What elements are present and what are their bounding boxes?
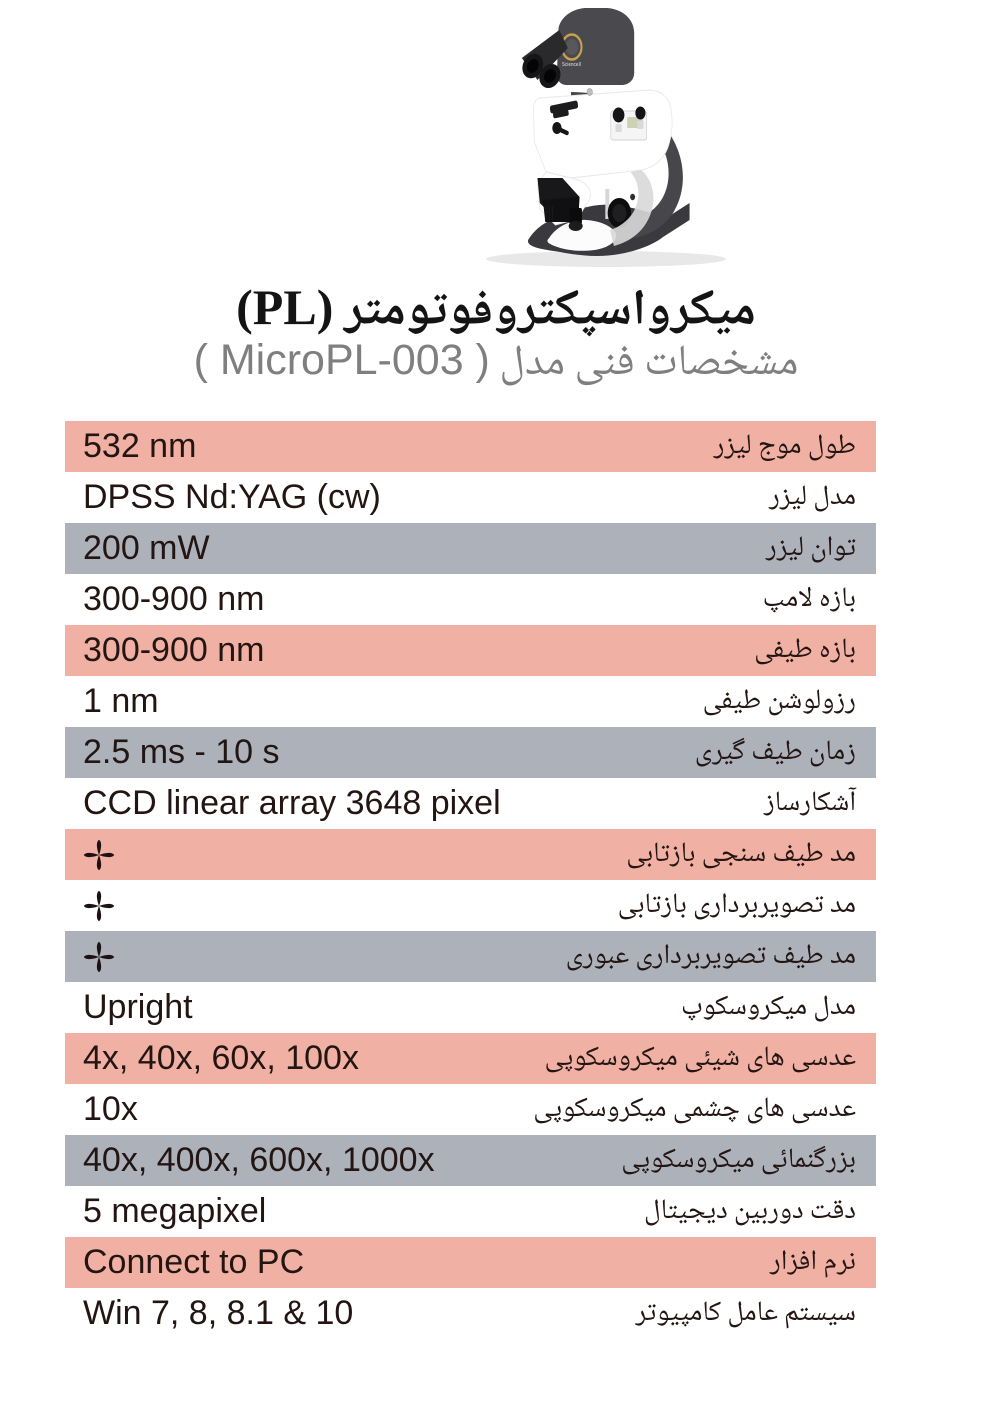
svg-text:ScienceX: ScienceX <box>562 62 582 69</box>
